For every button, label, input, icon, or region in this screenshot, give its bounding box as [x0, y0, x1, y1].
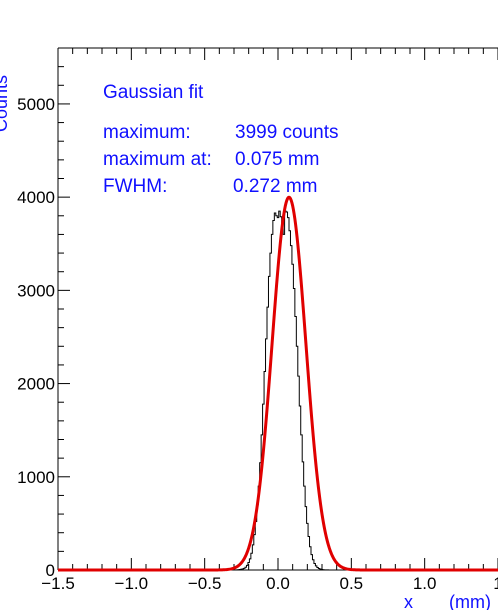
- maximum-at-value: 0.075 mm: [235, 149, 319, 170]
- fwhm-label: FWHM:: [103, 176, 167, 197]
- y-ticks: [58, 47, 70, 571]
- x-axis-label-unit: (mm): [449, 592, 491, 610]
- maximum-at-label: maximum at:: [103, 149, 212, 170]
- y-tick-label: 4000: [17, 188, 55, 207]
- gaussian-fit-curve: [58, 195, 498, 572]
- x-tick-labels: −1.5 −1.0 −0.5 0.0 0.5 1.0 1: [41, 574, 498, 593]
- fit-title: Gaussian fit: [103, 82, 204, 103]
- y-tick-labels: 0 1000 2000 3000 4000 5000: [17, 95, 55, 580]
- x-tick-label: −1.5: [41, 574, 75, 593]
- x-tick-label: 1: [493, 574, 498, 593]
- fit-stats-box: Gaussian fit maximum: 3999 counts maximu…: [103, 82, 339, 197]
- x-tick-label: 0.0: [266, 574, 290, 593]
- y-tick-label: 3000: [17, 281, 55, 300]
- y-tick-label: 0: [46, 561, 55, 580]
- axes: −1.5 −1.0 −0.5 0.0 0.5 1.0 1 0 1000 2000 3000 4000…: [17, 47, 498, 593]
- maximum-value: 3999 counts: [235, 122, 339, 143]
- y-tick-label: 5000: [17, 95, 55, 114]
- fwhm-value: 0.272 mm: [233, 176, 317, 197]
- x-tick-label: −1.0: [115, 574, 149, 593]
- x-axis-label-var: x: [404, 592, 413, 610]
- x-tick-label: 1.0: [413, 574, 437, 593]
- maximum-label: maximum:: [103, 122, 191, 143]
- y-tick-label: 2000: [17, 375, 55, 394]
- y-tick-label: 1000: [17, 468, 55, 487]
- x-tick-label: 0.5: [340, 574, 364, 593]
- x-axis-label: x (mm): [404, 592, 491, 610]
- y-axis-label: Counts: [0, 75, 11, 132]
- x-tick-label: −0.5: [188, 574, 222, 593]
